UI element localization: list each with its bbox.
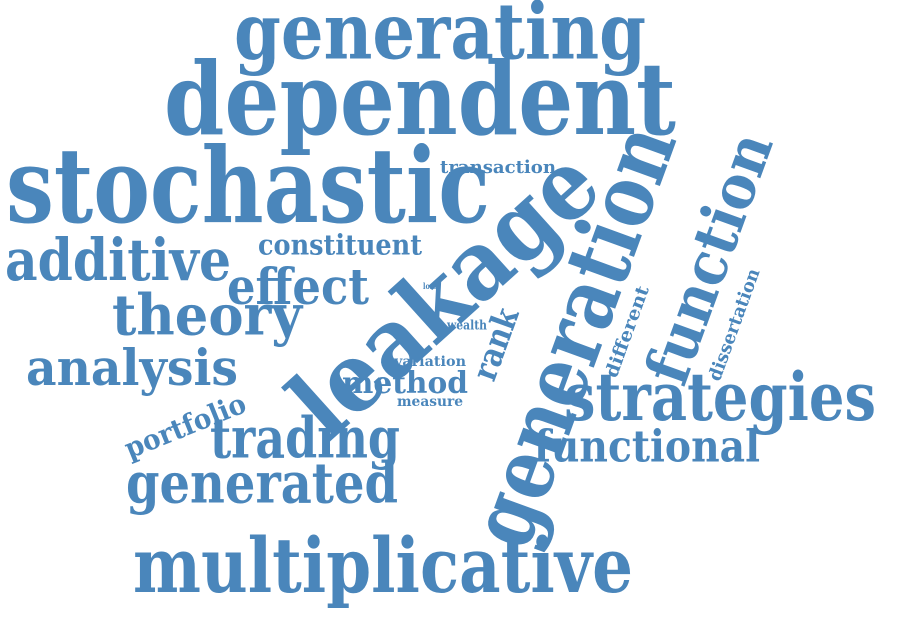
word-variation: variation <box>393 354 466 370</box>
word-analysis: analysis <box>26 338 238 397</box>
word-stochastic: stochastic <box>6 124 490 247</box>
word-effect: effect <box>227 257 369 316</box>
word-transaction: transaction <box>440 157 556 178</box>
word-loss: loss <box>423 281 437 291</box>
word-generating: generating <box>234 0 646 78</box>
word-trading: trading <box>210 406 400 472</box>
word-generated: generated <box>126 451 398 517</box>
word-theory: theory <box>112 283 303 349</box>
word-strategies: strategies <box>564 358 876 436</box>
word-wealth: wealth <box>446 319 487 334</box>
word-multiplicative: multiplicative <box>133 521 633 610</box>
word-constituent: constituent <box>258 229 422 262</box>
word-method: method <box>342 366 468 401</box>
word-functional: functional <box>534 422 760 473</box>
word-measure: measure <box>397 394 463 410</box>
word-additive: additive <box>5 226 231 294</box>
word-dependent: dependent <box>164 40 676 158</box>
